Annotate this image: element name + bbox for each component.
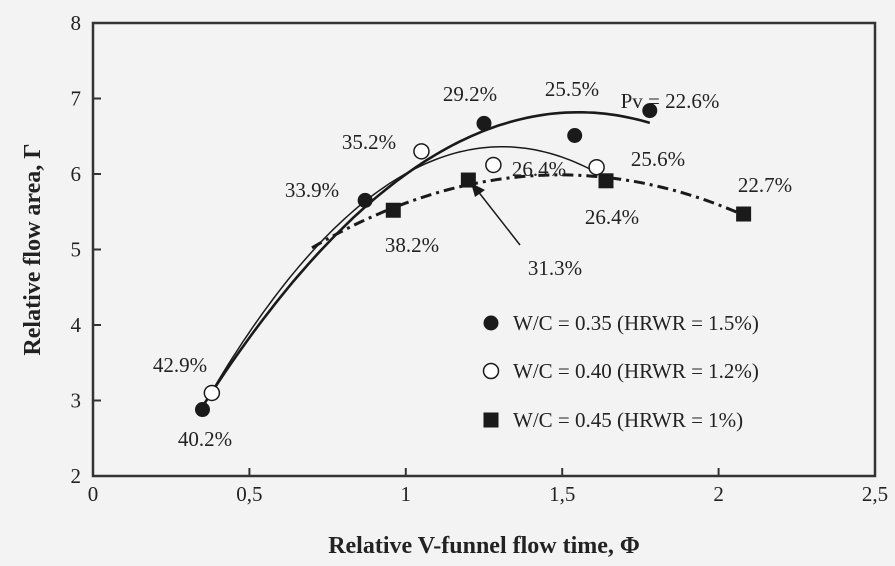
data-label: 31.3% — [528, 256, 582, 280]
annotation-arrowhead — [471, 183, 485, 197]
y-tick-label: 5 — [71, 238, 82, 262]
legend-label: W/C = 0.45 (HRWR = 1%) — [513, 408, 743, 432]
legend-label: W/C = 0.40 (HRWR = 1.2%) — [513, 359, 759, 383]
data-label: 26.4% — [585, 205, 639, 229]
point-wc035 — [194, 402, 210, 418]
y-tick-label: 3 — [71, 389, 82, 413]
point-wc045 — [385, 202, 401, 218]
x-tick-label: 2 — [713, 482, 724, 506]
point-wc035 — [357, 192, 373, 208]
data-label: 22.7% — [738, 173, 792, 197]
x-tick-label: 0,5 — [236, 482, 262, 506]
data-label: 42.9% — [153, 353, 207, 377]
point-wc040 — [588, 158, 605, 176]
y-ticks: 2 3 4 5 6 7 8 — [71, 11, 101, 488]
data-label: 35.2% — [342, 130, 396, 154]
data-label: 38.2% — [385, 233, 439, 257]
x-tick-label: 1 — [401, 482, 412, 506]
x-tick-label: 1,5 — [549, 482, 575, 506]
legend-marker — [483, 315, 499, 331]
data-labels: 40.2% 33.9% 29.2% 25.5% Pv = 22.6% 42.9% 35.2%… — [153, 77, 792, 451]
legend: W/C = 0.35 (HRWR = 1.5%) W/C = 0.40 (HRWR… — [482, 311, 759, 432]
point-wc040 — [203, 384, 221, 402]
data-label: 25.6% — [631, 147, 685, 171]
legend-marker — [483, 412, 499, 428]
data-label: 40.2% — [178, 427, 232, 451]
y-tick-label: 7 — [71, 87, 82, 111]
point-wc035 — [476, 115, 492, 131]
y-tick-label: 4 — [71, 313, 82, 337]
legend-marker — [482, 362, 500, 380]
trend-curves — [201, 111, 745, 408]
point-wc045 — [598, 173, 614, 189]
data-label: 29.2% — [443, 82, 497, 106]
point-wc035 — [642, 103, 658, 119]
data-label: Pv = 22.6% — [621, 89, 720, 113]
x-ticks: 0 0,5 1 1,5 2 2,5 — [88, 468, 888, 506]
data-label: 25.5% — [545, 77, 599, 101]
legend-label: W/C = 0.35 (HRWR = 1.5%) — [513, 311, 759, 335]
y-tick-label: 6 — [71, 162, 82, 186]
y-tick-label: 2 — [71, 464, 82, 488]
data-label: 26.4% — [512, 157, 566, 181]
point-wc035 — [567, 127, 583, 143]
y-axis-title: Relative flow area, Γ — [20, 143, 46, 355]
y-tick-label: 8 — [71, 11, 82, 35]
annotation-arrow — [476, 189, 521, 246]
x-axis-title: Relative V-funnel flow time, Φ — [328, 533, 640, 559]
x-tick-label: 2,5 — [862, 482, 888, 506]
data-points — [194, 103, 752, 418]
curve-wc040 — [201, 145, 607, 408]
point-wc040 — [413, 143, 430, 160]
x-tick-label: 0 — [88, 482, 99, 506]
point-wc040 — [485, 156, 502, 174]
point-wc045 — [736, 206, 752, 222]
curve-wc045 — [311, 173, 745, 250]
data-label: 33.9% — [285, 178, 339, 202]
curve-wc035 — [201, 111, 651, 408]
